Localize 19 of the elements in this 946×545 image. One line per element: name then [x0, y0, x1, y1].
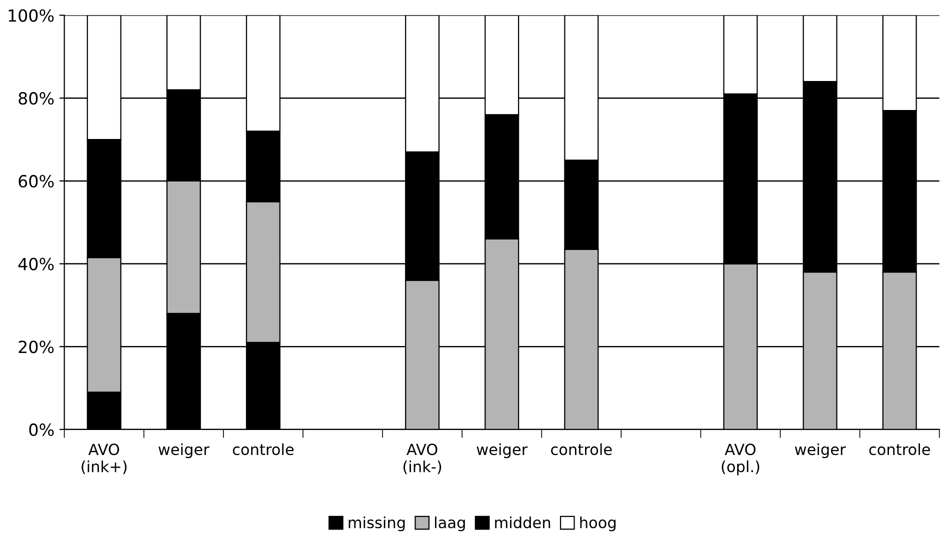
x-tick-label: AVO (opl.)	[722, 444, 760, 476]
legend-label: missing	[348, 516, 405, 532]
x-tick-label: weiger	[794, 443, 846, 458]
y-tick-label: 80%	[18, 92, 54, 105]
y-tick-label: 20%	[18, 340, 54, 354]
x-tick-label: AVO (ink-)	[404, 444, 442, 474]
x-tick-label: weiger	[476, 443, 528, 458]
legend-label: hoog	[580, 516, 616, 532]
legend-label: laag	[435, 516, 465, 532]
y-tick-label: 100%	[8, 9, 54, 22]
x-tick-label: controle	[551, 443, 612, 456]
y-tick-label: 60%	[18, 174, 54, 188]
y-tick-label: 40%	[18, 258, 54, 270]
x-tick-label: controle	[869, 443, 930, 456]
x-tick-label: weiger	[158, 443, 210, 458]
legend-label: midden	[495, 516, 550, 528]
x-tick-label: AVO (ink+)	[82, 444, 127, 474]
x-tick-label: controle	[232, 443, 294, 456]
y-tick-label: 0%	[29, 423, 54, 436]
